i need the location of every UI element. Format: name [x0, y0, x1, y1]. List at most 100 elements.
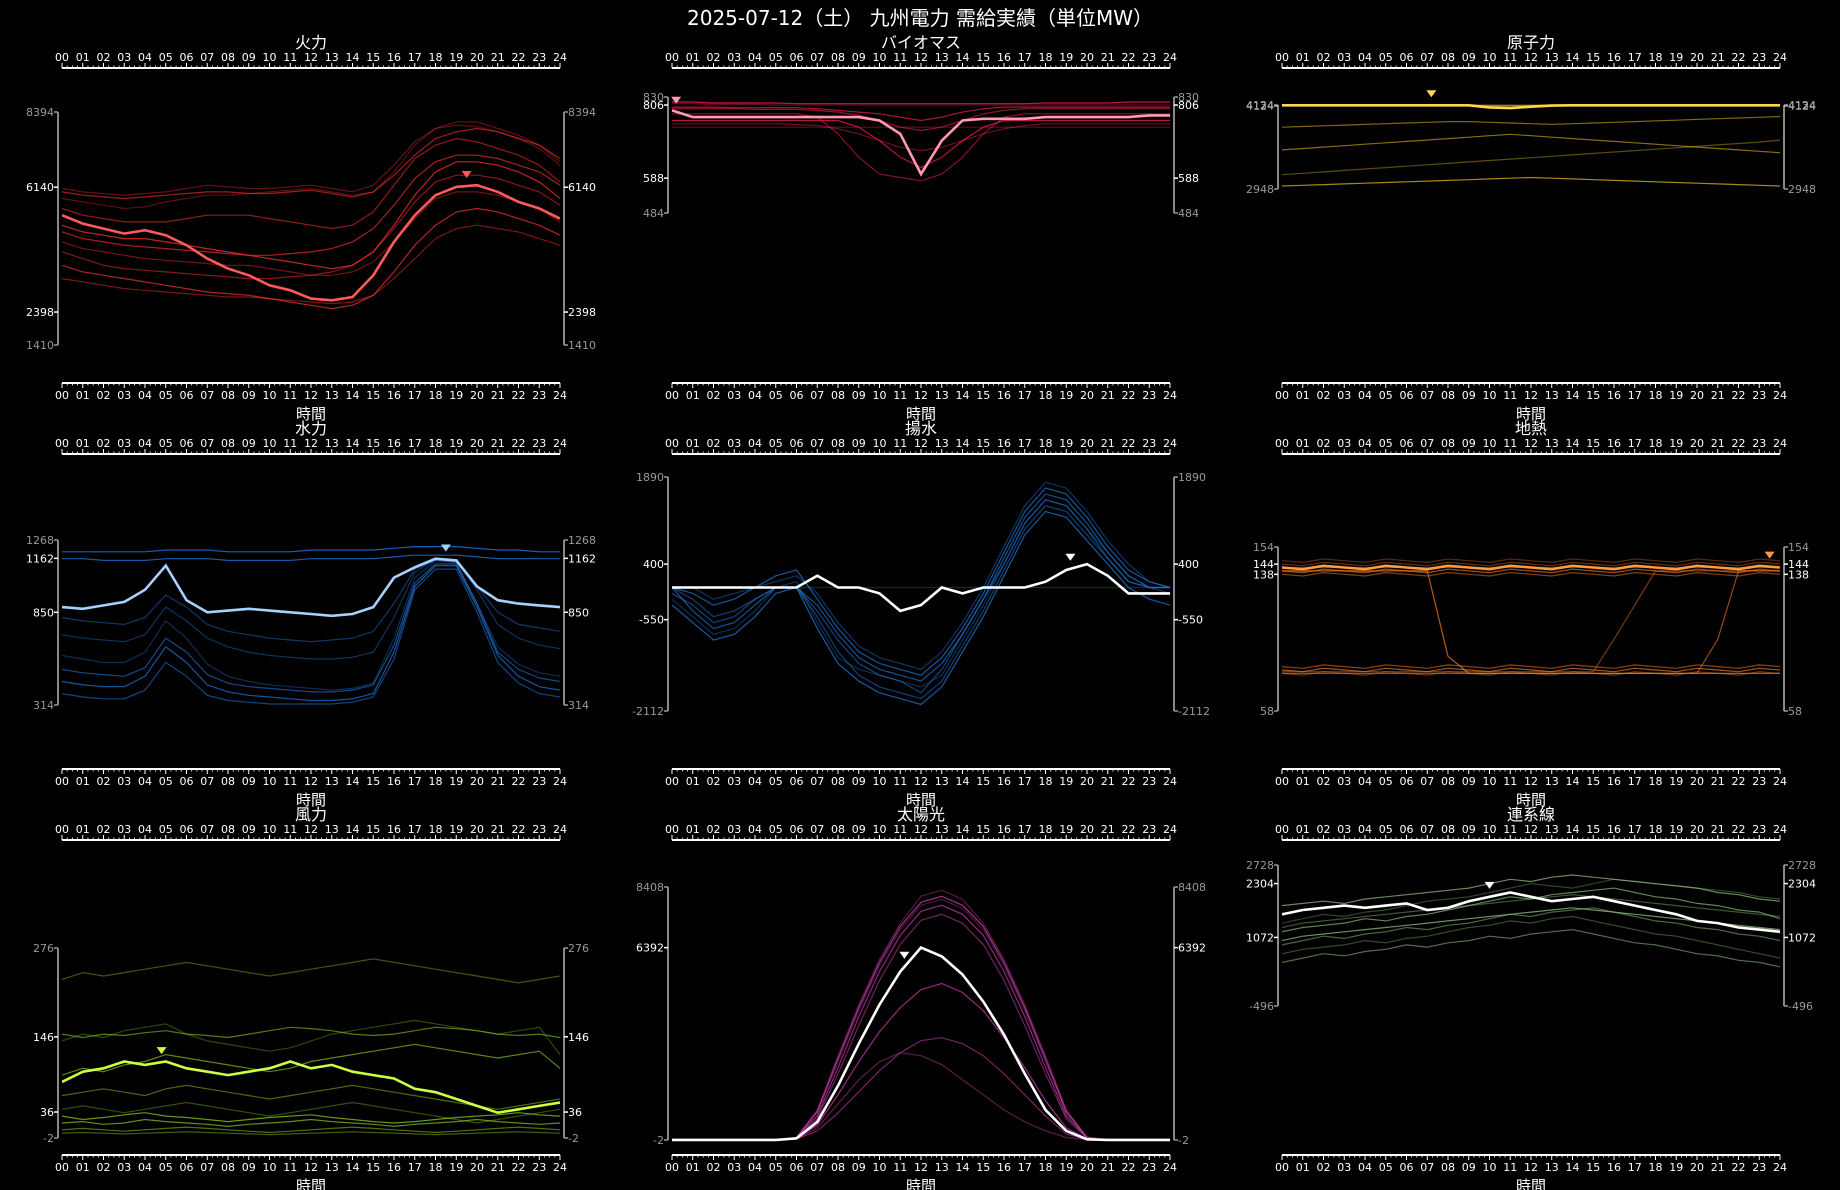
background-series-line — [62, 563, 560, 693]
background-series-line — [62, 558, 560, 660]
hour-tick-label: 23 — [1752, 389, 1766, 402]
hour-tick-label: 16 — [997, 51, 1011, 64]
background-series-line — [672, 493, 1170, 682]
hour-tick-label: 20 — [1080, 389, 1094, 402]
hour-tick-label: 12 — [304, 775, 318, 788]
background-series-line — [62, 1118, 560, 1128]
hour-tick-label: 18 — [429, 775, 443, 788]
hour-tick-label: 10 — [263, 51, 277, 64]
hour-tick-label: 15 — [1586, 1161, 1600, 1174]
hour-tick-label: 12 — [914, 1161, 928, 1174]
hour-tick-label: 04 — [138, 1161, 152, 1174]
y-tick-label: 2304 — [1788, 878, 1816, 891]
y-tick-label: 588 — [643, 172, 664, 185]
hour-tick-label: 21 — [491, 823, 505, 836]
hour-tick-label: 09 — [852, 823, 866, 836]
hour-tick-label: 11 — [893, 389, 907, 402]
hour-tick-label: 22 — [1122, 51, 1136, 64]
hour-tick-label: 23 — [1752, 775, 1766, 788]
background-series-line — [62, 124, 560, 210]
hour-tick-label: 03 — [727, 389, 741, 402]
hour-tick-label: 15 — [1586, 389, 1600, 402]
y-tick-label: -550 — [639, 614, 664, 627]
peak-marker-icon — [899, 951, 910, 959]
background-series-line — [1282, 570, 1780, 673]
hour-tick-label: 13 — [1545, 51, 1559, 64]
hour-tick-label: 20 — [470, 389, 484, 402]
hour-tick-label: 15 — [1586, 437, 1600, 450]
hour-tick-label: 07 — [810, 389, 824, 402]
hour-tick-label: 11 — [1503, 437, 1517, 450]
hour-tick-label: 14 — [1566, 389, 1580, 402]
background-series-line — [672, 108, 1170, 132]
hour-tick-label: 18 — [429, 437, 443, 450]
hour-tick-label: 07 — [810, 437, 824, 450]
x-axis-label: 時間 — [906, 405, 936, 423]
hour-tick-label: 03 — [117, 437, 131, 450]
hour-tick-label: 16 — [387, 437, 401, 450]
peak-marker-icon — [671, 96, 682, 104]
hour-tick-label: 17 — [408, 389, 422, 402]
chart-panel-1: バイオマス 00 01 02 03 04 05 06 07 08 09 10 11 12 13 14 15 16 1… — [643, 33, 1199, 423]
hour-tick-label: 23 — [1752, 823, 1766, 836]
y-tick-label: 6140 — [568, 181, 596, 194]
chart-title: 原子力 — [1507, 33, 1555, 52]
hour-tick-label: 11 — [1503, 823, 1517, 836]
hour-tick-label: 10 — [873, 51, 887, 64]
hour-tick-label: 22 — [512, 51, 526, 64]
hour-tick-label: 12 — [304, 823, 318, 836]
y-tick-label: 8394 — [26, 106, 54, 119]
hour-tick-label: 13 — [935, 389, 949, 402]
hour-tick-label: 20 — [1080, 775, 1094, 788]
hour-tick-label: 06 — [1400, 823, 1414, 836]
background-series-line — [1282, 874, 1780, 907]
hour-tick-label: 03 — [1337, 1161, 1351, 1174]
hour-tick-label: 07 — [1420, 51, 1434, 64]
background-series-line — [1282, 139, 1780, 176]
hour-tick-label: 19 — [1059, 775, 1073, 788]
hour-tick-label: 08 — [221, 775, 235, 788]
background-series-line — [672, 481, 1170, 671]
hour-tick-label: 12 — [1524, 823, 1538, 836]
y-tick-label: 4134 — [1788, 99, 1816, 112]
background-series-line — [672, 499, 1170, 688]
hour-tick-label: 03 — [727, 775, 741, 788]
peak-marker-icon — [461, 171, 472, 179]
hour-tick-label: 06 — [180, 823, 194, 836]
background-series-line — [62, 1101, 560, 1124]
hour-tick-label: 01 — [76, 775, 90, 788]
hour-tick-label: 16 — [387, 775, 401, 788]
hour-tick-label: 01 — [76, 437, 90, 450]
hour-tick-label: 24 — [553, 437, 567, 450]
hour-tick-label: 19 — [1059, 437, 1073, 450]
hour-tick-label: 22 — [1732, 389, 1746, 402]
hour-tick-label: 09 — [1462, 775, 1476, 788]
background-series-line — [62, 958, 560, 984]
hour-tick-label: 02 — [707, 823, 721, 836]
hour-tick-label: 09 — [242, 775, 256, 788]
hour-tick-label: 21 — [1711, 775, 1725, 788]
hour-tick-label: 20 — [1690, 51, 1704, 64]
hour-tick-label: 17 — [408, 775, 422, 788]
hour-tick-label: 13 — [935, 437, 949, 450]
hour-tick-label: 24 — [1163, 389, 1177, 402]
peak-marker-icon — [1764, 551, 1775, 559]
hour-tick-label: 15 — [366, 389, 380, 402]
today-series-line — [62, 183, 560, 302]
hour-tick-label: 12 — [1524, 775, 1538, 788]
y-tick-label: 146 — [568, 1031, 589, 1044]
hour-tick-label: 10 — [873, 437, 887, 450]
hour-tick-label: 16 — [387, 823, 401, 836]
hour-tick-label: 10 — [1483, 823, 1497, 836]
hour-tick-label: 07 — [1420, 775, 1434, 788]
hour-tick-label: 00 — [55, 1161, 69, 1174]
background-series-line — [62, 1112, 560, 1124]
hour-tick-label: 09 — [1462, 823, 1476, 836]
hour-tick-label: 13 — [325, 389, 339, 402]
background-series-line — [62, 546, 560, 553]
chart-panel-4: 揚水 00 01 02 03 04 05 06 07 08 09 10 11 12 13 14 15 16 17 18… — [632, 419, 1210, 809]
hour-tick-label: 14 — [956, 389, 970, 402]
hour-tick-label: 17 — [1018, 389, 1032, 402]
hour-tick-label: 10 — [873, 823, 887, 836]
